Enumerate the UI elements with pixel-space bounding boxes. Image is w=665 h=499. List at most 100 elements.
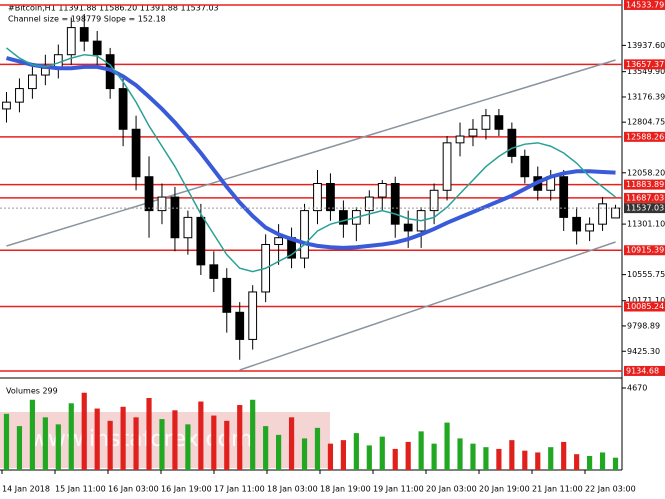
volume-bar: [457, 438, 463, 470]
volume-bar: [172, 410, 178, 470]
candle-body: [585, 223, 594, 232]
volume-bar: [470, 443, 476, 470]
volume-bar: [314, 427, 321, 470]
candle-body: [40, 67, 50, 76]
candle-body: [429, 189, 439, 212]
volume-bar: [185, 424, 191, 470]
candle-body: [339, 210, 348, 225]
x-tick-label: 17 Jan 11:00: [214, 485, 265, 494]
current-price-box: [624, 203, 665, 214]
volume-bar: [327, 443, 334, 470]
y-tick-label: 11301.10: [627, 220, 665, 229]
level-label-box: [624, 365, 665, 376]
candle-body: [144, 176, 154, 212]
volume-bar: [548, 447, 554, 470]
candle-body: [66, 27, 76, 56]
candle-body: [377, 183, 387, 198]
x-tick-label: 18 Jan 03:00: [267, 485, 318, 494]
candle-body: [611, 207, 620, 219]
volume-bar: [29, 399, 35, 470]
candle-body: [559, 176, 569, 218]
x-tick-label: 16 Jan 03:00: [108, 485, 159, 494]
volume-bar: [301, 438, 308, 470]
x-tick-label: 18 Jan 19:00: [320, 485, 371, 494]
volume-bar: [483, 447, 489, 470]
volume-bar: [340, 440, 346, 470]
volume-bar: [120, 406, 126, 470]
level-label-box: [624, 0, 665, 10]
volume-bar: [379, 436, 385, 470]
volume-bar: [509, 440, 515, 470]
level-label-box: [624, 301, 665, 312]
volume-bar: [224, 420, 230, 470]
volume-bar: [198, 401, 204, 470]
volume-bar: [587, 455, 593, 470]
x-tick-label: 19 Jan 11:00: [373, 485, 424, 494]
level-label-box: [624, 192, 665, 203]
y-tick-label: 12058.20: [627, 168, 665, 177]
volume-bar: [431, 443, 437, 470]
level-label: 11687.03: [626, 193, 664, 202]
level-label-box: [624, 131, 665, 142]
level-label: 10085.24: [626, 302, 664, 311]
volume-bar: [81, 392, 87, 470]
candle-body: [403, 223, 413, 232]
moving-average: [5, 56, 616, 250]
chart-subtitle: Channel size = 198779 Slope = 152.18: [8, 15, 166, 24]
y-tick-label: 9798.89: [627, 321, 660, 330]
candle-body: [468, 128, 478, 137]
level-label-box: [624, 179, 665, 190]
candle-body: [131, 128, 141, 178]
volume-bar: [535, 452, 541, 470]
level-label: 11883.89: [626, 180, 664, 189]
candle-body: [364, 196, 374, 212]
channel-line: [6, 59, 616, 247]
volume-bar: [133, 417, 139, 470]
volume-bar: [55, 424, 61, 470]
watermark-band: [0, 412, 330, 468]
candle-body: [300, 210, 309, 259]
y-tick-label: 12804.75: [627, 118, 665, 127]
candle-body: [92, 40, 102, 56]
volume-bar: [42, 417, 48, 470]
channel-line: [239, 241, 616, 371]
volume-bar: [353, 433, 359, 470]
volume-tick-label: 4670: [627, 384, 647, 393]
volume-bar: [574, 454, 580, 470]
y-tick-label: 13937.60: [627, 41, 665, 50]
volume-bar: [94, 408, 100, 470]
candle-body: [598, 203, 607, 225]
candle-body: [572, 216, 582, 232]
candle-body: [170, 196, 180, 239]
volume-bar: [405, 441, 411, 470]
volume-bar: [444, 422, 450, 470]
volume-bar: [522, 450, 528, 470]
candle-body: [442, 142, 452, 191]
candle-body: [79, 27, 89, 42]
volume-bar: [599, 452, 606, 470]
y-tick-label: 13176.39: [627, 92, 665, 101]
x-tick-label: 20 Jan 03:00: [426, 485, 477, 494]
level-label-box: [624, 59, 665, 70]
watermark: www.instaforex.com: [30, 427, 253, 452]
volume-bar: [16, 426, 23, 470]
candle-body: [520, 155, 530, 178]
x-tick-label: 15 Jan 11:00: [55, 485, 106, 494]
volume-bar: [561, 441, 567, 470]
level-label: 10915.39: [626, 246, 664, 255]
candle-body: [248, 291, 258, 340]
volume-bar: [496, 448, 502, 470]
volume-title: Volumes 299: [6, 387, 58, 396]
moving-average: [6, 47, 616, 273]
candle-body: [222, 277, 232, 313]
volume-bar: [263, 426, 269, 470]
candle-body: [235, 311, 245, 340]
volume-bar: [276, 434, 282, 470]
candle-body: [209, 264, 219, 279]
level-label: 14533.79: [626, 0, 664, 9]
y-tick-label: 9425.30: [627, 347, 660, 356]
candle-body: [2, 101, 11, 110]
candle-body: [28, 74, 37, 90]
candle-body: [313, 183, 322, 212]
candle-body: [390, 183, 400, 225]
